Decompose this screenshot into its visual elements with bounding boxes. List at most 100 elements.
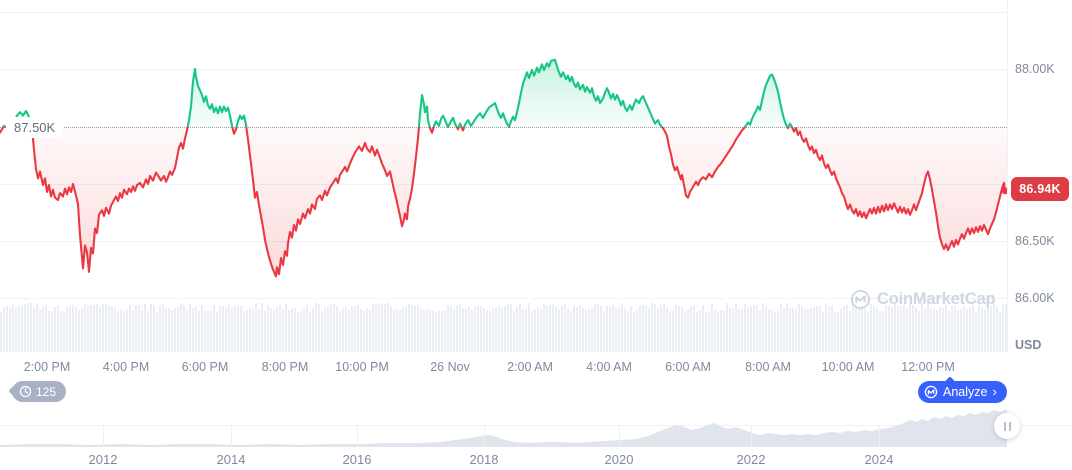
badge-tail <box>8 385 20 397</box>
volume-bar <box>120 309 122 352</box>
volume-bar <box>438 309 440 352</box>
volume-bar <box>351 306 353 352</box>
gridline-87-00k <box>0 184 1007 185</box>
volume-bar <box>606 306 608 352</box>
volume-bar <box>690 307 692 352</box>
history-timeline[interactable]: 2012 2014 2016 2018 2020 2022 2024 <box>0 405 1072 470</box>
volume-bar <box>576 307 578 352</box>
timeline-scrub-handle[interactable] <box>994 413 1020 439</box>
volume-bar <box>522 308 524 352</box>
volume-bar <box>531 311 533 352</box>
volume-bar <box>3 307 5 352</box>
volume-bar <box>36 303 38 352</box>
volume-bar <box>954 306 956 352</box>
volume-bar <box>213 304 215 352</box>
volume-bar <box>384 304 386 352</box>
volume-bar <box>408 304 410 352</box>
volume-bar <box>963 305 965 352</box>
volume-bar <box>660 305 662 352</box>
volume-bar <box>753 305 755 352</box>
volume-bar <box>888 305 890 352</box>
volume-bar <box>813 306 815 352</box>
volume-bar <box>867 311 869 352</box>
volume-bar <box>717 311 719 352</box>
price-axis-label: 86.50K <box>1015 234 1055 248</box>
volume-bar <box>885 305 887 352</box>
volume-bar <box>972 304 974 352</box>
volume-bar <box>321 311 323 352</box>
volume-bar <box>345 307 347 352</box>
annotations-count-badge[interactable]: 125 <box>8 381 67 402</box>
volume-bar <box>258 310 260 352</box>
price-line <box>2 58 794 127</box>
volume-bar <box>543 303 545 352</box>
volume-bar <box>789 308 791 352</box>
volume-bar <box>369 309 371 352</box>
price-line <box>0 127 1007 278</box>
volume-bar <box>201 304 203 352</box>
volume-bar <box>246 309 248 352</box>
volume-bar <box>366 307 368 352</box>
price-axis-label: 88.00K <box>1015 62 1055 76</box>
volume-bar <box>462 307 464 352</box>
gridline-88-50k <box>0 12 1007 13</box>
volume-bar <box>762 303 764 352</box>
volume-bar <box>801 306 803 352</box>
volume-bar <box>450 305 452 352</box>
volume-bar <box>699 309 701 352</box>
volume-bar <box>924 308 926 352</box>
current-price-dot <box>1001 187 1007 195</box>
currency-unit-label: USD <box>1015 338 1042 352</box>
volume-bar <box>996 306 998 352</box>
volume-bar <box>78 310 80 352</box>
volume-bar <box>738 308 740 352</box>
volume-bar <box>855 307 857 352</box>
volume-bar <box>558 308 560 352</box>
volume-bar <box>318 304 320 352</box>
volume-bar <box>216 311 218 352</box>
volume-bar <box>279 305 281 352</box>
volume-bar <box>390 307 392 352</box>
year-label: 2022 <box>736 452 766 467</box>
volume-bar <box>315 303 317 352</box>
volume-bar <box>399 309 401 352</box>
volume-bar <box>336 305 338 352</box>
volume-bar <box>510 303 512 352</box>
time-axis-label: 8:00 AM <box>745 360 791 374</box>
main-chart-canvas[interactable]: 87.50K CoinMarketCap <box>0 0 1007 352</box>
volume-bar <box>768 308 770 352</box>
volume-bar <box>534 309 536 352</box>
volume-bar <box>441 311 443 352</box>
watermark-text: CoinMarketCap <box>877 290 996 308</box>
volume-bar <box>243 311 245 352</box>
volume-bar <box>1002 303 1004 352</box>
volume-bar <box>894 303 896 352</box>
volume-bar <box>306 305 308 352</box>
volume-bar <box>651 303 653 352</box>
volume-bar <box>486 310 488 352</box>
volume-bar <box>153 305 155 352</box>
volume-bar <box>63 311 65 352</box>
volume-bar <box>735 303 737 352</box>
volume-bar <box>282 308 284 352</box>
volume-bar <box>60 310 62 352</box>
volume-bar <box>477 306 479 352</box>
volume-bar <box>372 303 374 352</box>
analyze-button[interactable]: Analyze › <box>918 376 1007 403</box>
volume-bar <box>309 311 311 352</box>
gridline-86-50k <box>0 241 1007 242</box>
volume-bar <box>579 305 581 352</box>
price-axis[interactable]: 88.00K 86.50K 86.00K 86.94K USD <box>1007 0 1072 352</box>
volume-bar <box>771 309 773 352</box>
volume-bar <box>234 306 236 352</box>
volume-bar <box>381 303 383 352</box>
volume-bar <box>102 303 104 352</box>
timeline-border <box>0 425 1072 426</box>
volume-bar <box>705 311 707 352</box>
volume-bar <box>429 310 431 352</box>
volume-bar <box>294 308 296 352</box>
history-sparkline <box>0 409 1007 447</box>
volume-bar <box>570 311 572 352</box>
volume-bar <box>528 303 530 352</box>
